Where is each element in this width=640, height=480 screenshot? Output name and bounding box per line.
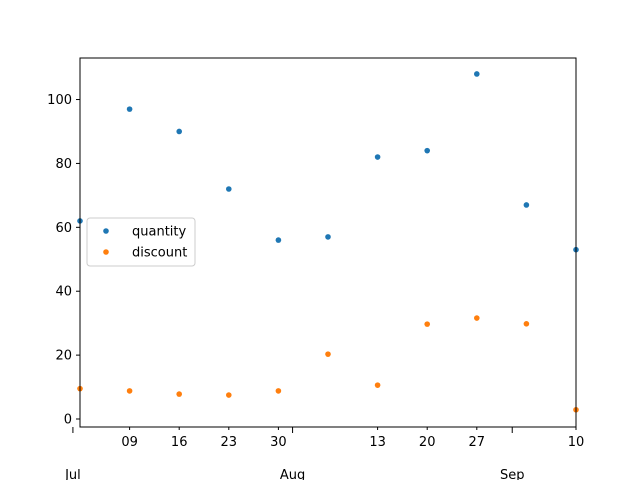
data-point-quantity (325, 234, 331, 240)
data-point-discount (176, 391, 182, 397)
data-point-quantity (176, 128, 182, 135)
x-minor-tick-label: 13 (369, 435, 386, 450)
x-minor-tick-label: 09 (121, 435, 138, 450)
legend-label-quantity: quantity (132, 225, 187, 240)
y-axis: 0 20 40 60 80 100 (47, 93, 80, 428)
data-point-discount (226, 392, 232, 398)
plot-frame (79, 57, 577, 428)
data-point-discount (325, 351, 331, 357)
legend-box (86, 217, 196, 267)
legend: quantity discount (86, 217, 196, 267)
x-minor-tick-label: 23 (221, 435, 238, 450)
x-minor-tick-label: 20 (419, 435, 436, 450)
y-tick-label: 100 (47, 93, 72, 108)
x-major-tick-label: Sep (500, 468, 525, 480)
x-minor-tick-label: 27 (469, 435, 486, 450)
data-point-discount (424, 321, 431, 327)
x-axis: 09 16 23 30 13 20 27 10 Jul Aug Sep (64, 427, 584, 480)
x-major-tick-label: Aug (280, 468, 305, 480)
y-tick-label: 60 (55, 221, 72, 236)
x-minor-tick-label: 16 (171, 435, 188, 450)
data-point-discount (523, 321, 530, 327)
x-minor-tick-label: 10 (568, 435, 585, 450)
legend-label-discount: discount (132, 246, 187, 261)
x-minor-tick-label: 30 (270, 435, 287, 450)
data-point-discount (275, 388, 282, 394)
y-tick-label: 0 (64, 413, 72, 428)
data-point-quantity (126, 106, 133, 112)
data-point-discount (126, 388, 133, 394)
data-point-discount (374, 382, 381, 388)
series-discount (77, 315, 579, 413)
series-quantity (77, 71, 579, 253)
x-major-tick-label: Jul (64, 468, 81, 480)
legend-marker-discount (103, 249, 109, 255)
data-point-quantity (275, 237, 282, 243)
y-tick-label: 80 (55, 157, 72, 172)
data-point-quantity (226, 186, 232, 192)
data-point-quantity (374, 154, 381, 160)
data-point-quantity (424, 147, 431, 154)
y-tick-label: 40 (55, 285, 72, 300)
data-point-quantity (474, 71, 480, 77)
data-point-quantity (523, 202, 530, 208)
y-tick-label: 20 (55, 349, 72, 364)
legend-marker-quantity (103, 228, 109, 234)
data-marks (77, 71, 579, 413)
data-point-discount (474, 315, 480, 321)
